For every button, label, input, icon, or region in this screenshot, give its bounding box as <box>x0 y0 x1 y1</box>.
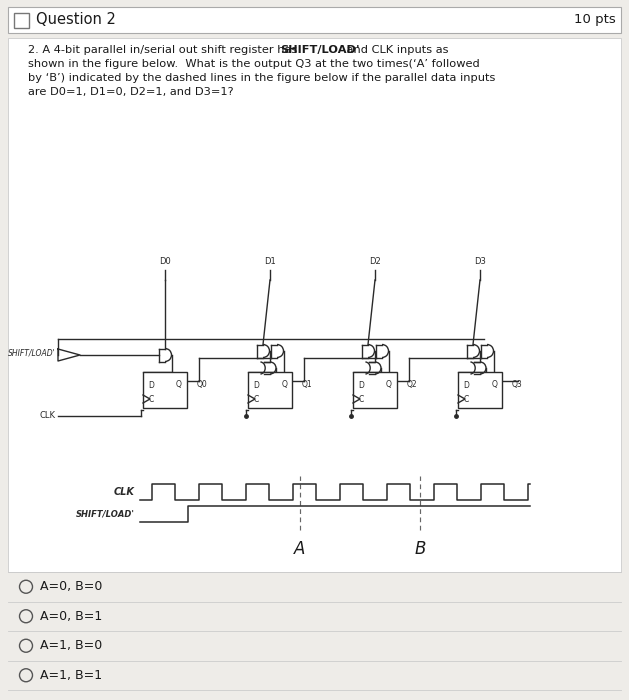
Text: CLK: CLK <box>114 487 135 497</box>
Text: 2. A 4-bit parallel in/serial out shift register has: 2. A 4-bit parallel in/serial out shift … <box>28 45 301 55</box>
Text: D: D <box>358 381 364 389</box>
Text: D: D <box>463 381 469 389</box>
Bar <box>143 372 187 408</box>
Text: D2: D2 <box>369 257 381 266</box>
Text: SHIFT/LOAD': SHIFT/LOAD' <box>280 45 360 55</box>
Text: Q2: Q2 <box>407 381 418 389</box>
Text: CLK: CLK <box>40 412 56 421</box>
Text: 10 pts: 10 pts <box>574 13 616 27</box>
Text: B: B <box>415 540 426 558</box>
Text: D1: D1 <box>264 257 276 266</box>
Bar <box>353 372 397 408</box>
Text: Q: Q <box>491 381 497 389</box>
Text: D3: D3 <box>474 257 486 266</box>
Text: and CLK inputs as: and CLK inputs as <box>343 45 448 55</box>
Bar <box>248 372 292 408</box>
Text: are D0=1, D1=0, D2=1, and D3=1?: are D0=1, D1=0, D2=1, and D3=1? <box>28 87 233 97</box>
Text: D: D <box>253 381 259 389</box>
Text: SHIFT/LOAD': SHIFT/LOAD' <box>8 349 56 358</box>
Text: A=1, B=0: A=1, B=0 <box>40 639 103 652</box>
Text: by ‘B’) indicated by the dashed lines in the figure below if the parallel data i: by ‘B’) indicated by the dashed lines in… <box>28 73 496 83</box>
Text: A: A <box>294 540 306 558</box>
Text: Q: Q <box>176 381 182 389</box>
Text: Q1: Q1 <box>302 381 313 389</box>
Text: A=1, B=1: A=1, B=1 <box>40 668 102 682</box>
Text: D: D <box>148 381 154 389</box>
Text: C: C <box>359 395 364 403</box>
Text: C: C <box>254 395 259 403</box>
Text: A=0, B=0: A=0, B=0 <box>40 580 103 594</box>
Text: D0: D0 <box>159 257 171 266</box>
Text: C: C <box>149 395 154 403</box>
Bar <box>8 38 621 572</box>
Text: Q3: Q3 <box>512 381 523 389</box>
Text: Q0: Q0 <box>197 381 208 389</box>
Polygon shape <box>58 349 80 361</box>
Bar <box>8 7 621 33</box>
Text: shown in the figure below.  What is the output Q3 at the two times(‘A’ followed: shown in the figure below. What is the o… <box>28 59 480 69</box>
Text: SHIFT/LOAD': SHIFT/LOAD' <box>76 510 135 519</box>
Text: A=0, B=1: A=0, B=1 <box>40 610 103 623</box>
Bar <box>458 372 502 408</box>
Text: Question 2: Question 2 <box>36 13 116 27</box>
Text: Q: Q <box>281 381 287 389</box>
Text: Q: Q <box>386 381 392 389</box>
Bar <box>14 13 29 28</box>
Text: C: C <box>464 395 469 403</box>
